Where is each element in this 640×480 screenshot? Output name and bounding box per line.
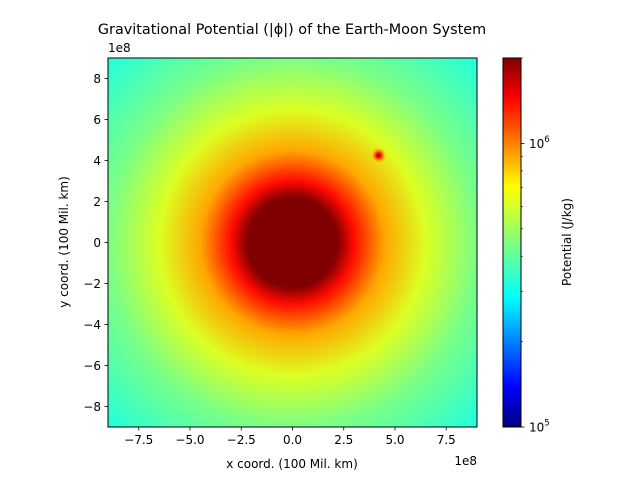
x-tick-label: −2.5 bbox=[227, 433, 256, 447]
x-offset-label: 1e8 bbox=[454, 454, 477, 468]
y-tick-label: −8 bbox=[83, 400, 101, 414]
colorbar: 105 106 Potential (J/kg) bbox=[502, 57, 574, 435]
x-tick-label: −7.5 bbox=[124, 433, 153, 447]
colorbar-fill bbox=[502, 57, 522, 428]
chart-title: Gravitational Potential (|ϕ|) of the Ear… bbox=[98, 22, 486, 38]
x-axis-label: x coord. (100 Mil. km) bbox=[226, 457, 358, 471]
y-tick-label: 0 bbox=[93, 236, 101, 250]
plot-area bbox=[107, 57, 478, 428]
colorbar-label: Potential (J/kg) bbox=[560, 198, 574, 286]
colorbar-tick-label: 106 bbox=[529, 135, 550, 151]
y-tick-label: −6 bbox=[83, 359, 101, 373]
x-tick-label: 7.5 bbox=[437, 433, 456, 447]
x-tick-label: −5.0 bbox=[175, 433, 204, 447]
y-tick-label: 6 bbox=[93, 113, 101, 127]
y-tick-label: −4 bbox=[83, 318, 101, 332]
y-tick-label: 8 bbox=[93, 72, 101, 86]
y-axis: −8 −6 −4 −2 0 2 4 6 8 bbox=[83, 72, 108, 414]
colorbar-tick-label: 105 bbox=[529, 419, 550, 435]
earth-core bbox=[247, 197, 338, 288]
y-tick-label: 2 bbox=[93, 195, 101, 209]
y-tick-label: −2 bbox=[83, 277, 101, 291]
moon-well bbox=[369, 146, 388, 165]
heatmap-layers bbox=[108, 58, 477, 427]
y-axis-label: y coord. (100 Mil. km) bbox=[57, 176, 71, 308]
y-tick-label: 4 bbox=[93, 154, 101, 168]
y-offset-label: 1e8 bbox=[108, 41, 131, 55]
x-tick-label: 2.5 bbox=[334, 433, 353, 447]
x-axis: −7.5 −5.0 −2.5 0.0 2.5 5.0 7.5 bbox=[124, 427, 456, 447]
x-tick-label: 0.0 bbox=[283, 433, 302, 447]
colorbar-ticks: 105 106 bbox=[521, 57, 550, 435]
x-tick-label: 5.0 bbox=[385, 433, 404, 447]
